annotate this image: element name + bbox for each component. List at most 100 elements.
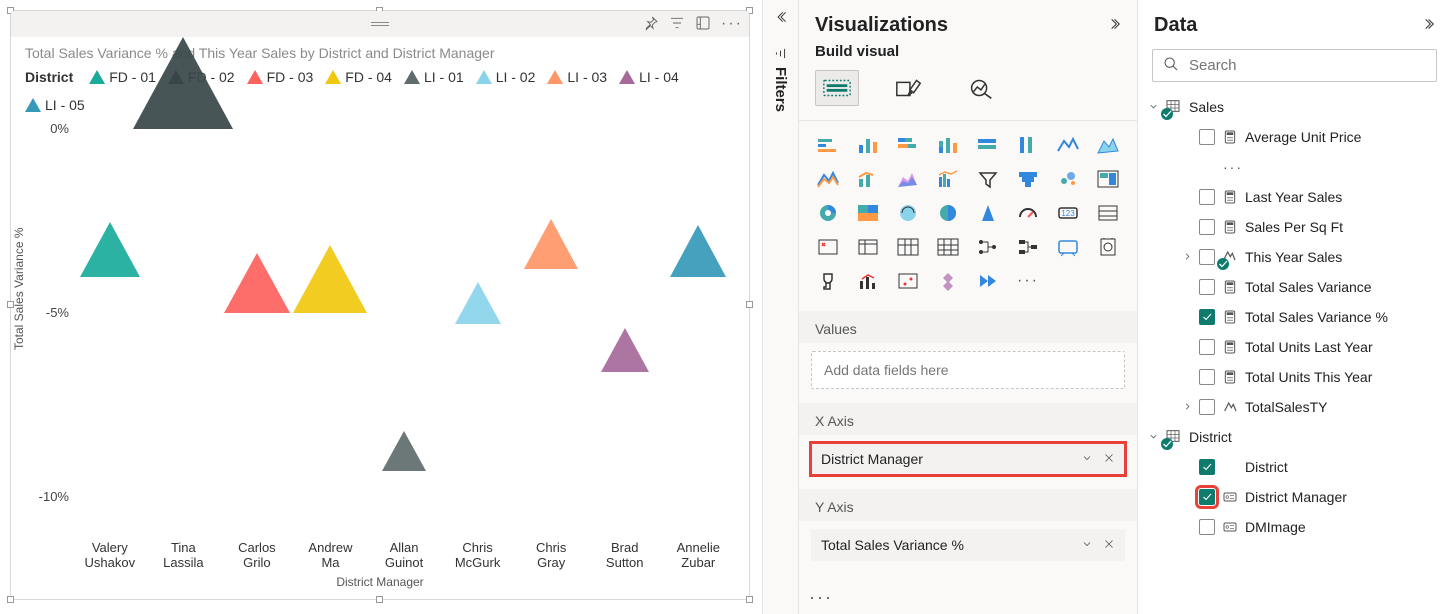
chevron-down-icon[interactable] xyxy=(1148,429,1159,445)
table-row[interactable]: District xyxy=(1148,422,1440,452)
viz-type-icon[interactable] xyxy=(811,131,845,159)
data-point[interactable] xyxy=(601,325,649,372)
field-row[interactable]: Sales Per Sq Ft xyxy=(1148,212,1440,242)
viz-type-icon[interactable] xyxy=(851,131,885,159)
chevron-down-icon[interactable] xyxy=(1081,537,1093,553)
filter-icon[interactable] xyxy=(669,15,685,34)
yaxis-field[interactable]: Total Sales Variance % xyxy=(811,529,1125,561)
scatter-chart-visual[interactable]: ··· Total Sales Variance % and This Year… xyxy=(10,10,750,600)
viz-type-icon[interactable] xyxy=(971,131,1005,159)
viz-type-icon[interactable] xyxy=(1011,233,1045,261)
more-options-icon[interactable]: ··· xyxy=(1148,152,1440,182)
checkbox[interactable] xyxy=(1199,489,1215,505)
legend-item[interactable]: LI - 03 xyxy=(547,69,607,85)
checkbox[interactable] xyxy=(1199,189,1215,205)
viz-type-icon[interactable] xyxy=(931,131,965,159)
viz-type-icon[interactable] xyxy=(1091,199,1125,227)
field-row[interactable]: Total Sales Variance xyxy=(1148,272,1440,302)
checkbox[interactable] xyxy=(1199,279,1215,295)
viz-type-icon[interactable] xyxy=(851,267,885,295)
checkbox[interactable] xyxy=(1199,219,1215,235)
field-row[interactable]: This Year Sales xyxy=(1148,242,1440,272)
viz-type-icon[interactable] xyxy=(1091,165,1125,193)
checkbox[interactable] xyxy=(1199,339,1215,355)
viz-type-icon[interactable] xyxy=(931,165,965,193)
drag-grip-icon[interactable] xyxy=(371,21,389,27)
viz-type-icon[interactable] xyxy=(1011,165,1045,193)
viz-type-icon[interactable] xyxy=(811,165,845,193)
viz-type-icon[interactable] xyxy=(811,199,845,227)
viz-type-icon[interactable] xyxy=(891,267,925,295)
field-row[interactable]: Average Unit Price xyxy=(1148,122,1440,152)
viz-type-icon[interactable] xyxy=(891,199,925,227)
analytics-tab[interactable] xyxy=(959,70,1003,106)
data-point[interactable] xyxy=(133,34,233,129)
values-well[interactable]: Add data fields here xyxy=(811,351,1125,389)
viz-type-icon[interactable] xyxy=(851,233,885,261)
checkbox[interactable] xyxy=(1199,459,1215,475)
viz-type-icon[interactable] xyxy=(1091,233,1125,261)
viz-type-icon[interactable] xyxy=(971,233,1005,261)
data-point[interactable] xyxy=(455,279,501,324)
chevron-right-icon[interactable] xyxy=(1182,399,1193,415)
field-row[interactable]: Total Units This Year xyxy=(1148,362,1440,392)
more-options-icon[interactable]: ··· xyxy=(809,587,833,608)
field-row[interactable]: DMImage xyxy=(1148,512,1440,542)
chevron-down-icon[interactable] xyxy=(1148,99,1159,115)
viz-type-icon[interactable] xyxy=(1051,233,1085,261)
field-row[interactable]: District Manager xyxy=(1148,482,1440,512)
legend-item[interactable]: LI - 02 xyxy=(476,69,536,85)
viz-type-icon[interactable]: 123 xyxy=(1051,199,1085,227)
search-field[interactable] xyxy=(1187,56,1426,75)
chevron-right-icon[interactable] xyxy=(1182,249,1193,265)
xaxis-field[interactable]: District Manager xyxy=(811,443,1125,475)
report-canvas[interactable]: ··· Total Sales Variance % and This Year… xyxy=(0,0,762,614)
filters-pane-collapsed[interactable]: Filters xyxy=(762,0,798,614)
viz-type-icon[interactable] xyxy=(971,165,1005,193)
viz-type-icon[interactable] xyxy=(851,165,885,193)
checkbox[interactable] xyxy=(1199,129,1215,145)
more-visuals-icon[interactable]: ··· xyxy=(1011,267,1045,295)
viz-type-icon[interactable] xyxy=(811,233,845,261)
checkbox[interactable] xyxy=(1199,369,1215,385)
data-point[interactable] xyxy=(224,250,290,313)
legend-item[interactable]: LI - 04 xyxy=(619,69,679,85)
field-row[interactable]: Total Units Last Year xyxy=(1148,332,1440,362)
field-row[interactable]: Last Year Sales xyxy=(1148,182,1440,212)
viz-type-icon[interactable] xyxy=(851,199,885,227)
viz-type-icon[interactable] xyxy=(1011,131,1045,159)
legend-item[interactable]: LI - 01 xyxy=(404,69,464,85)
expand-filters-icon[interactable] xyxy=(774,10,788,27)
table-row[interactable]: Sales xyxy=(1148,92,1440,122)
collapse-data-icon[interactable] xyxy=(1421,17,1435,34)
field-row[interactable]: District xyxy=(1148,452,1440,482)
viz-type-icon[interactable] xyxy=(931,267,965,295)
data-point[interactable] xyxy=(670,222,726,277)
field-row[interactable]: Total Sales Variance % xyxy=(1148,302,1440,332)
search-input[interactable] xyxy=(1152,49,1437,82)
checkbox[interactable] xyxy=(1199,309,1215,325)
viz-type-icon[interactable] xyxy=(1091,131,1125,159)
viz-type-icon[interactable] xyxy=(811,267,845,295)
data-point[interactable] xyxy=(382,428,426,471)
viz-type-icon[interactable] xyxy=(1051,165,1085,193)
legend-item[interactable]: FD - 04 xyxy=(325,69,392,85)
checkbox[interactable] xyxy=(1199,519,1215,535)
data-point[interactable] xyxy=(293,242,367,313)
data-point[interactable] xyxy=(80,219,140,277)
checkbox[interactable] xyxy=(1199,249,1215,265)
viz-type-icon[interactable] xyxy=(1011,199,1045,227)
checkbox[interactable] xyxy=(1199,399,1215,415)
viz-type-icon[interactable] xyxy=(891,131,925,159)
viz-type-icon[interactable] xyxy=(931,233,965,261)
remove-field-icon[interactable] xyxy=(1103,451,1115,467)
viz-type-icon[interactable] xyxy=(971,267,1005,295)
legend-item[interactable]: FD - 03 xyxy=(247,69,314,85)
viz-type-icon[interactable] xyxy=(891,233,925,261)
fields-tab[interactable] xyxy=(815,70,859,106)
data-point[interactable] xyxy=(524,216,578,269)
remove-field-icon[interactable] xyxy=(1103,537,1115,553)
format-tab[interactable] xyxy=(887,70,931,106)
more-options-icon[interactable]: ··· xyxy=(721,15,743,33)
viz-type-icon[interactable] xyxy=(931,199,965,227)
